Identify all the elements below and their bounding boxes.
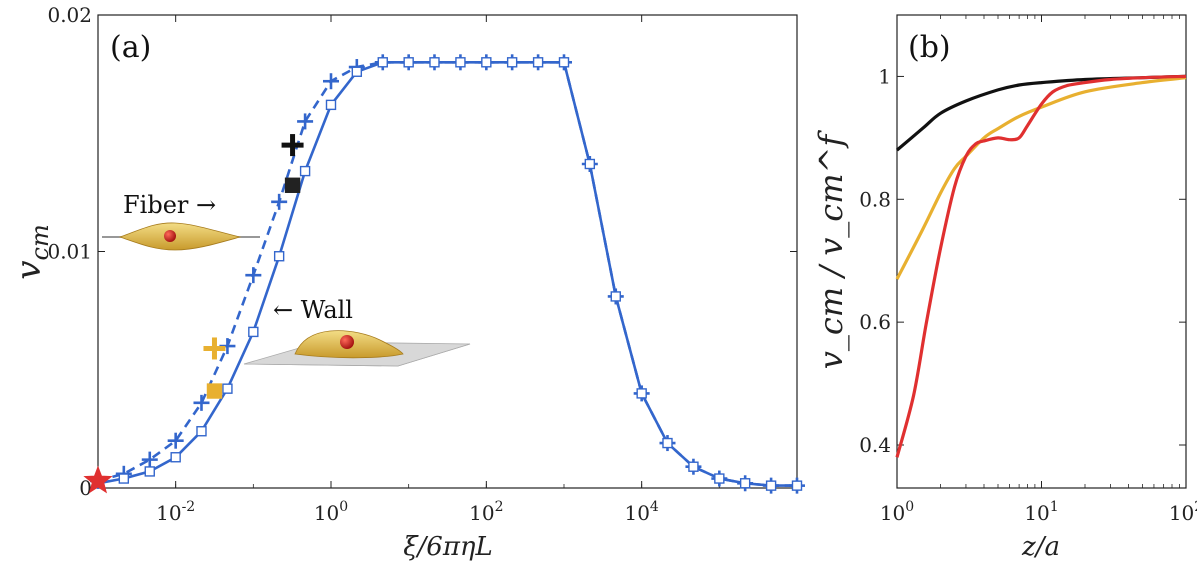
panel-a: (a) Fiber → ← Wall 10-2 100 102 104 0 0.01 0.0…	[9, 3, 805, 562]
data-point-wall	[429, 57, 440, 68]
x-tick-label: 102	[1169, 499, 1197, 525]
data-point-wall	[714, 473, 725, 484]
series-line-yellow	[895, 76, 1187, 280]
highlight-square	[206, 383, 223, 399]
data-point-wall	[377, 57, 388, 68]
panel-a-series	[90, 54, 805, 494]
data-point-wall	[558, 57, 570, 68]
series-line-wall	[97, 61, 797, 487]
panel-b-xlabel: z/a	[1021, 532, 1060, 562]
data-point-wall	[765, 480, 777, 491]
data-point-wall	[299, 165, 311, 177]
y-tick-label: 0.8	[859, 187, 891, 211]
data-point-wall	[144, 466, 155, 477]
data-point-wall	[610, 291, 621, 302]
x-tick-label: 101	[1024, 499, 1058, 525]
y-tick-label: 0.01	[47, 240, 92, 264]
data-point-wall	[196, 426, 207, 437]
svg-text:vcm: vcm	[9, 224, 54, 279]
x-tick-label: 102	[469, 499, 503, 525]
data-point-wall	[325, 99, 337, 111]
panel-b-ylabel: v_cm / v_cm^f	[812, 130, 850, 370]
series-line-black	[895, 74, 1187, 152]
panel-b-series	[895, 74, 1187, 458]
highlight-plus	[281, 134, 304, 157]
fiber-cell-illustration	[102, 222, 260, 251]
data-point-wall	[170, 452, 181, 463]
data-point-fiber	[193, 394, 210, 411]
data-point-wall	[481, 57, 492, 68]
data-point-fiber	[271, 193, 288, 210]
highlight-star	[83, 465, 113, 494]
data-point-wall	[351, 66, 363, 77]
highlight-plus	[203, 337, 226, 360]
panel-b: (b) 100 101 102 0.4 0.6 0.8 1 z/a v_cm / v_cm^…	[812, 14, 1197, 562]
series-line-red	[895, 74, 1187, 458]
panel-a-ticks: 10-2 100 102 104 0 0.01 0.02	[47, 3, 798, 525]
data-point-wall	[118, 473, 130, 484]
svg-text:v_cm / v_cm^f: v_cm / v_cm^f	[812, 130, 850, 370]
panel-a-frame	[97, 14, 798, 489]
highlight-square	[284, 177, 301, 193]
x-tick-label: 100	[880, 499, 914, 525]
y-tick-label: 1	[878, 64, 891, 88]
data-point-wall	[636, 388, 647, 399]
data-point-fiber	[297, 113, 314, 130]
data-point-wall	[688, 461, 699, 472]
data-point-wall	[403, 57, 414, 68]
data-point-wall	[532, 57, 544, 68]
x-tick-label: 104	[624, 499, 658, 525]
data-point-wall	[273, 251, 285, 262]
data-point-wall	[222, 383, 233, 394]
x-tick-label: 100	[314, 499, 348, 525]
data-point-fiber	[245, 267, 262, 284]
panel-a-ylabel: vcm	[9, 224, 54, 279]
panel-b-ticks: 100 101 102 0.4 0.6 0.8 1	[859, 15, 1197, 525]
data-point-wall	[506, 57, 518, 68]
data-point-wall	[584, 158, 596, 170]
data-point-fiber	[141, 451, 158, 468]
y-tick-label: 0.02	[47, 3, 92, 27]
data-point-fiber	[167, 432, 184, 449]
y-tick-label: 0	[79, 476, 92, 500]
panel-b-label: (b)	[908, 30, 951, 65]
panel-a-xlabel: ξ/6πηL	[403, 532, 493, 562]
data-point-wall	[248, 326, 259, 338]
panel-a-highlights	[83, 134, 304, 494]
data-point-wall	[739, 478, 751, 489]
fiber-annotation: Fiber →	[123, 191, 216, 219]
y-tick-label: 0.4	[859, 433, 891, 457]
y-tick-label: 0.6	[859, 310, 891, 334]
data-point-wall	[791, 480, 803, 491]
data-point-wall	[662, 437, 673, 449]
data-point-fiber	[323, 73, 339, 90]
panel-a-label: (a)	[110, 30, 151, 65]
data-point-wall	[455, 57, 466, 68]
wall-cell-illustration	[243, 330, 471, 367]
x-tick-label: 10-2	[156, 499, 195, 525]
series-line-fiber	[97, 61, 797, 487]
wall-annotation: ← Wall	[273, 296, 353, 324]
